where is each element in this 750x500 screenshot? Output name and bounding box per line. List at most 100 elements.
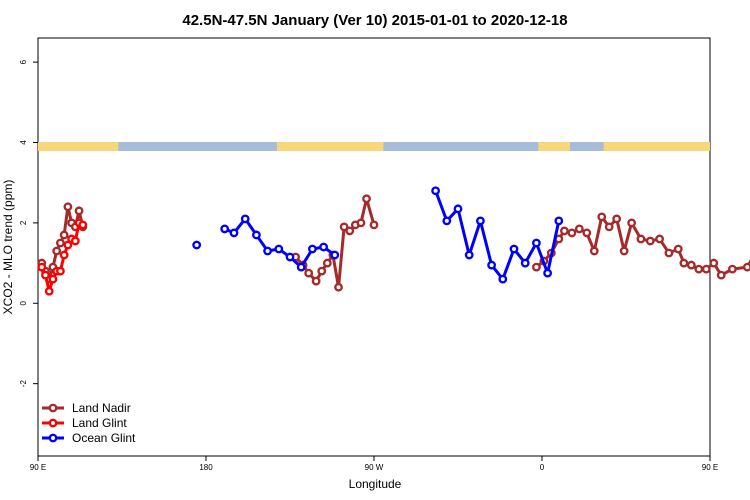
data-point	[509, 244, 519, 254]
data-point	[319, 242, 328, 252]
data-point	[70, 236, 80, 246]
data-point	[52, 246, 62, 256]
data-point	[59, 250, 69, 260]
land-strip-segment	[538, 142, 570, 152]
data-point	[229, 228, 239, 238]
data-point	[78, 220, 88, 230]
data-point	[498, 274, 508, 284]
data-point	[56, 266, 65, 276]
data-point	[56, 238, 65, 248]
legend-label: Ocean Glint	[72, 431, 136, 445]
data-point	[59, 230, 69, 240]
data-point	[431, 186, 440, 196]
land-ocean-strip	[38, 142, 710, 152]
data-point	[582, 228, 592, 238]
data-point	[742, 262, 750, 272]
x-tick-label: 90 W	[365, 463, 384, 472]
data-point	[532, 238, 541, 248]
data-point	[274, 244, 284, 254]
land-strip-segment	[38, 142, 119, 152]
data-point	[597, 212, 607, 222]
data-point	[317, 266, 327, 276]
data-point	[589, 246, 599, 256]
data-point	[636, 234, 646, 244]
x-axis: 90 E 180 90 W 0 90 E	[30, 456, 718, 472]
y-tick-label: 6	[19, 59, 28, 64]
data-point	[442, 216, 452, 226]
series-land-glint	[37, 218, 88, 296]
data-point	[41, 270, 50, 280]
series-line	[224, 217, 336, 269]
data-point	[679, 258, 689, 268]
data-point	[263, 246, 272, 256]
data-point	[304, 268, 314, 278]
data-point	[627, 218, 636, 228]
data-point	[311, 276, 321, 286]
data-point	[285, 252, 295, 262]
legend-swatch-marker	[48, 433, 58, 443]
y-tick-label: -2	[19, 380, 28, 388]
data-point	[356, 218, 366, 228]
series-layer	[37, 186, 750, 296]
data-point	[686, 260, 696, 270]
data-point	[334, 282, 343, 292]
data-point	[655, 234, 664, 244]
data-point	[574, 224, 584, 234]
data-point	[475, 216, 485, 226]
data-point	[619, 246, 629, 256]
data-point	[532, 262, 541, 272]
data-point	[453, 204, 463, 214]
data-point	[673, 244, 683, 254]
data-point	[74, 206, 84, 216]
data-point	[567, 228, 577, 238]
series-land-nadir	[37, 194, 750, 292]
data-point	[369, 220, 379, 230]
legend-swatch-marker	[48, 403, 58, 413]
data-point	[645, 236, 655, 246]
x-tick-label: 0	[540, 463, 545, 472]
data-point	[251, 230, 261, 240]
chart-title: 42.5N-47.5N January (Ver 10) 2015-01-01 …	[182, 12, 567, 29]
data-point	[48, 274, 58, 284]
data-point	[37, 262, 47, 272]
land-strip-segment	[276, 142, 384, 152]
data-point	[728, 264, 737, 274]
data-point	[543, 268, 552, 278]
legend-swatch-marker	[48, 418, 58, 428]
x-tick-label: 90 E	[702, 463, 718, 472]
data-point	[307, 244, 317, 254]
legend-label: Land Glint	[72, 416, 127, 430]
x-axis-label: Longitude	[349, 477, 402, 491]
series-ocean-glint	[192, 186, 564, 284]
data-point	[63, 202, 73, 212]
data-point	[44, 286, 54, 296]
y-axis: -2 0 2 4 6	[19, 59, 38, 387]
data-point	[664, 248, 674, 258]
data-point	[322, 258, 332, 268]
plot-frame	[37, 37, 711, 457]
data-point	[192, 240, 202, 250]
legend-label: Land Nadir	[72, 401, 131, 415]
data-point	[604, 222, 614, 232]
y-tick-label: 4	[19, 140, 28, 145]
y-tick-label: 2	[19, 220, 28, 225]
x-tick-label: 180	[199, 463, 213, 472]
data-point	[520, 258, 530, 268]
data-point	[716, 270, 726, 280]
data-point	[240, 214, 250, 224]
x-tick-label: 90 E	[30, 463, 46, 472]
land-strip-segment	[603, 142, 710, 152]
data-point	[339, 222, 349, 232]
data-point	[464, 250, 474, 260]
y-tick-label: 0	[19, 300, 28, 305]
data-point	[612, 214, 622, 224]
data-point	[362, 194, 371, 204]
data-point	[709, 258, 719, 268]
y-axis-label: XCO2 - MLO trend (ppm)	[1, 180, 15, 315]
data-point	[560, 226, 569, 236]
data-point	[330, 250, 340, 260]
data-point	[554, 216, 564, 226]
data-point	[694, 264, 704, 274]
